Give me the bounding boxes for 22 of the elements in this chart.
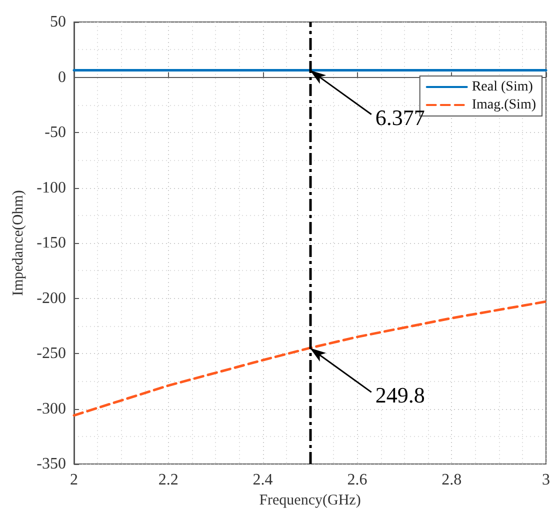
y-tick-label: 50: [50, 14, 66, 30]
y-tick-label: -300: [36, 400, 66, 418]
y-tick-label: -200: [36, 290, 66, 307]
line-series: [72, 300, 548, 417]
legend-label: Real (Sim): [472, 80, 534, 94]
y-tick-label: -100: [36, 179, 66, 196]
y-tick-label: -150: [36, 234, 66, 252]
annotation: 6.377: [375, 104, 425, 130]
y-tick-label: -350: [36, 456, 66, 472]
x-tick-label: 2.2: [158, 472, 178, 488]
x-tick-label: 2.4: [252, 472, 273, 488]
x-axis-title: Frequency(GHz): [259, 492, 361, 508]
x-tick-label: 2.8: [442, 472, 462, 488]
y-tick-label: -250: [36, 345, 66, 362]
x-tick-label: 2.6: [347, 472, 368, 488]
y-tick-label: -50: [44, 124, 66, 141]
y-tick-label: 0: [58, 68, 66, 86]
x-tick-label: 2: [70, 472, 78, 488]
annotation: 249.8: [375, 382, 425, 408]
y-axis-title: Impedance(Ohm): [10, 190, 26, 296]
x-tick-label: 3: [542, 472, 550, 488]
legend-label: Imag.(Sim): [472, 98, 536, 112]
